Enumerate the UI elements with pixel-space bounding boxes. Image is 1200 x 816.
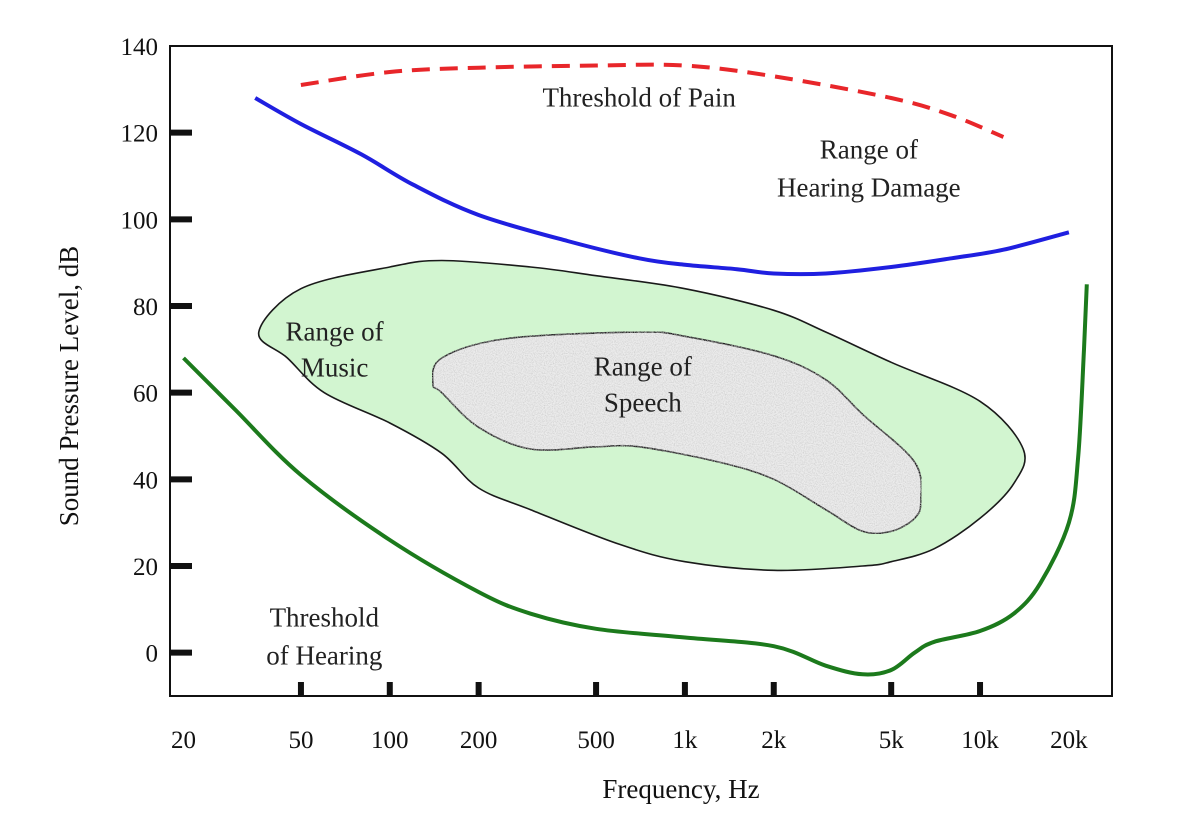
y-tick-label: 20 [133,554,158,581]
annotation-hearing: Threshold of Hearing [266,603,382,671]
y-tick-label: 40 [133,467,158,494]
x-tick-label: 20 [171,727,196,754]
x-tick-label: 500 [577,727,615,754]
annotation-line: Range of [820,135,918,165]
region-label-line: Range of [285,317,383,347]
annotation-line: Threshold [270,603,380,633]
x-tick-label: 50 [288,727,313,754]
region-label-line: Music [301,353,369,383]
x-tick-label: 10k [961,727,999,754]
x-tick-label: 1k [672,727,698,754]
curve-threshold-of-hearing [182,284,1089,677]
annotations-layer: Threshold of Pain Range of Hearing Damage T… [266,83,960,671]
curves-layer [182,62,1089,677]
y-tick-label: 0 [146,641,159,668]
x-tick-label: 200 [460,727,498,754]
region-label-music: Range of Music [285,317,383,383]
y-tick-label: 100 [121,207,159,234]
y-axis-title: Sound Pressure Level, dB [54,246,84,526]
region-label-line: Range of [594,351,692,381]
region-label-speech: Range of Speech [594,351,692,417]
y-tick-label: 140 [121,34,159,61]
x-tick-label: 5k [879,727,905,754]
x-tick-label: 100 [371,727,409,754]
annotation-damage: Range of Hearing Damage [777,135,961,203]
annotation-pain: Threshold of Pain [542,83,736,113]
curve-threshold-of-pain [300,62,1005,139]
region-speech [431,331,923,535]
x-axis-title: Frequency, Hz [602,774,759,804]
x-tick-label: 2k [761,727,787,754]
x-tick-label: 20k [1050,727,1088,754]
x-axis: 20 50 100 200 500 1k 2k 5k 10k 20k [171,682,1088,754]
y-tick-label: 120 [121,121,159,148]
annotation-line: Threshold of Pain [542,83,736,113]
region-label-line: Speech [604,387,682,417]
plot-frame [169,45,1113,697]
annotation-line: Hearing Damage [777,173,961,203]
y-axis: 0 20 40 60 80 100 120 140 [121,34,192,668]
y-tick-label: 60 [133,381,158,408]
curve-hearing-damage [254,96,1070,277]
annotation-line: of Hearing [266,641,382,671]
regions-layer: Range of Music Range of Speech [257,259,1026,572]
y-tick-label: 80 [133,294,158,321]
